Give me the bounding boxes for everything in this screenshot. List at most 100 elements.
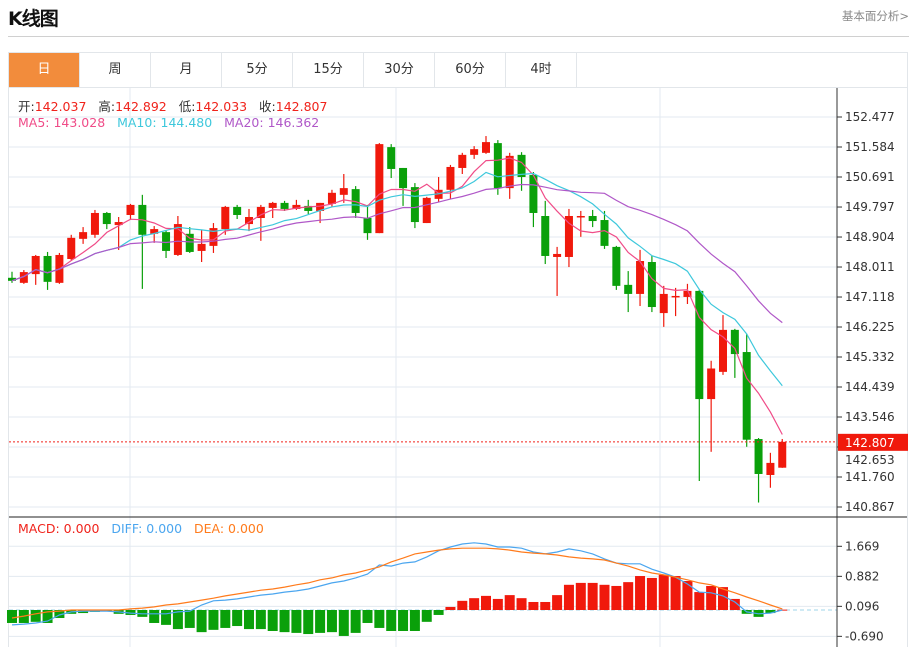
macd-bar: [540, 601, 551, 610]
candle: [647, 255, 656, 313]
macd-bar: [30, 610, 41, 622]
candle-body: [742, 352, 751, 440]
high-label: 高:: [98, 99, 116, 114]
candle: [719, 315, 727, 375]
tab-15min[interactable]: 15分: [293, 53, 364, 87]
candle: [256, 204, 265, 241]
candle-body: [268, 202, 277, 208]
price-tick-label: 142.653: [845, 453, 895, 467]
candle: [659, 285, 668, 327]
candle-body: [422, 197, 431, 224]
candle-body: [375, 144, 384, 234]
candle: [730, 328, 739, 378]
candle-body: [173, 224, 182, 255]
macd-bar: [161, 610, 172, 625]
candle: [683, 283, 692, 305]
macd-bar: [433, 610, 444, 615]
candle-body: [778, 441, 787, 468]
macd-bar: [646, 577, 657, 610]
ma20-line: [11, 183, 783, 324]
candle-body: [766, 462, 775, 475]
candle: [363, 204, 372, 240]
macd-bar: [303, 610, 314, 635]
macd-bar: [409, 610, 420, 631]
candle: [541, 200, 550, 265]
candle: [197, 230, 206, 263]
candle: [209, 223, 218, 253]
candle-body: [410, 187, 419, 223]
candle: [422, 196, 431, 224]
macd-bar: [658, 574, 669, 610]
candle-body: [707, 368, 716, 400]
macd-bar: [504, 595, 515, 610]
macd-bar: [563, 584, 574, 610]
candle: [233, 204, 242, 220]
tab-week[interactable]: 周: [80, 53, 151, 87]
high-value: 142.892: [115, 99, 167, 114]
diff-value: DIFF: 0.000: [111, 521, 183, 536]
macd-bar: [623, 582, 634, 610]
candle: [458, 152, 467, 175]
candle: [470, 146, 479, 159]
candle: [102, 211, 111, 230]
macd-bar: [184, 610, 195, 628]
macd-bar: [350, 610, 361, 633]
macd-bar: [552, 595, 563, 610]
candle-body: [327, 192, 336, 204]
candle: [79, 227, 88, 244]
macd-bar: [469, 598, 480, 610]
candle: [671, 287, 680, 317]
candle-body: [304, 205, 313, 211]
open-value: 142.037: [34, 99, 87, 114]
price-tick-label: 147.118: [845, 290, 895, 304]
candle-body: [31, 255, 40, 275]
macd-bar: [196, 610, 207, 633]
candle: [446, 164, 455, 199]
macd-bar: [611, 585, 622, 610]
macd-bar: [42, 610, 53, 623]
candle: [707, 360, 716, 452]
candle: [754, 438, 763, 503]
header-divider: [8, 36, 909, 37]
macd-bar: [694, 592, 705, 610]
tab-60min[interactable]: 60分: [435, 53, 506, 87]
macd-bar: [718, 587, 728, 610]
candle: [766, 452, 775, 488]
candle: [280, 200, 289, 211]
macd-tick-label: 0.882: [845, 569, 879, 583]
candle: [588, 209, 597, 228]
macd-bar: [149, 610, 160, 623]
macd-bar: [445, 606, 456, 610]
candle-body: [245, 217, 253, 225]
macd-bar: [457, 600, 468, 610]
candle: [150, 226, 159, 243]
candle: [43, 251, 52, 290]
tab-month[interactable]: 月: [151, 53, 222, 87]
candle-body: [446, 166, 455, 190]
fundamental-analysis-link[interactable]: 基本面分析>: [841, 9, 909, 23]
candle-body: [102, 212, 111, 225]
candle: [173, 215, 182, 256]
candle: [245, 208, 253, 232]
tab-30min[interactable]: 30分: [364, 53, 435, 87]
macd-bar: [326, 610, 337, 633]
candle-body: [683, 290, 692, 297]
candle-body: [150, 229, 159, 234]
candle: [67, 234, 76, 260]
tab-day[interactable]: 日: [9, 53, 80, 87]
price-tick-label: 152.477: [845, 110, 895, 124]
period-tabs: 日 周 月 5分 15分 30分 60分 4时: [8, 52, 908, 88]
price-tick-label: 146.225: [845, 320, 895, 334]
candle-body: [280, 202, 289, 209]
tab-4hour[interactable]: 4时: [506, 53, 577, 87]
tab-5min[interactable]: 5分: [222, 53, 293, 87]
candle: [624, 271, 633, 313]
macd-bar: [528, 601, 539, 610]
price-tick-label: 144.439: [845, 380, 895, 394]
candle-body: [90, 212, 99, 235]
candle-body: [363, 218, 372, 234]
page-title: K线图: [8, 8, 59, 30]
candle-body: [719, 329, 727, 372]
candle-body: [624, 284, 633, 294]
